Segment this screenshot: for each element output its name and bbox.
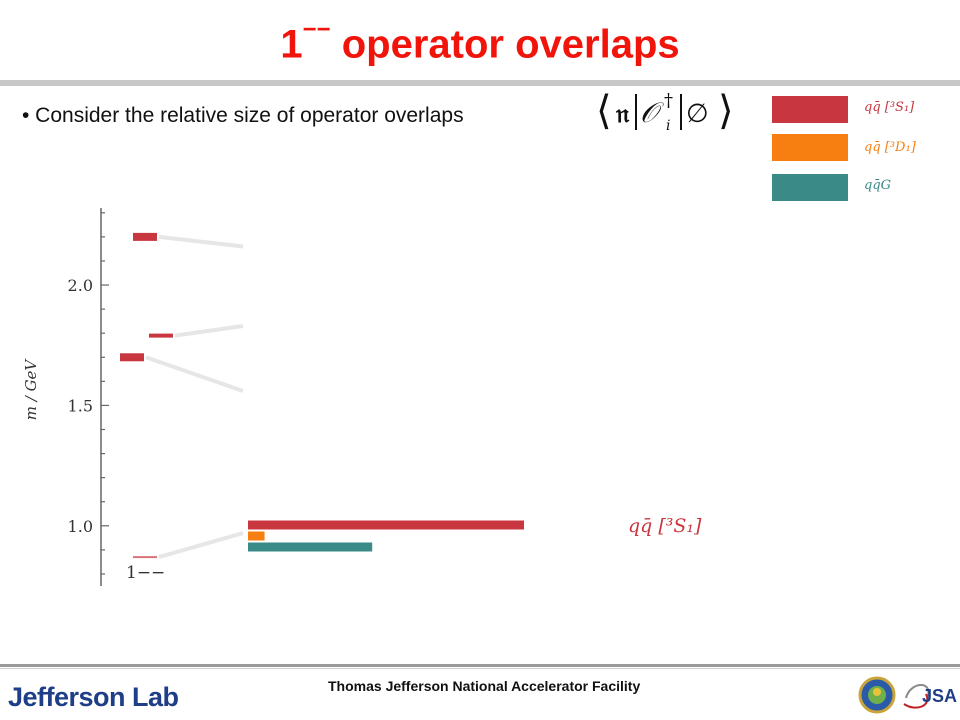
jefferson-lab-logo: Jefferson Lab — [8, 682, 179, 712]
title-divider — [0, 80, 960, 86]
energy-level — [120, 353, 144, 362]
legend-label-3D1: qq̄ [³D₁] — [864, 140, 916, 155]
svg-text:𝔫: 𝔫 — [615, 99, 630, 129]
overlap-bar — [248, 542, 373, 552]
level-connector — [158, 531, 244, 560]
energy-level — [133, 556, 157, 559]
legend-swatch-3D1 — [772, 134, 848, 161]
spectrum-chart: 1.0 1.5 2.0 m / GeV 1−− qq̄ [³S₁] — [22, 208, 702, 586]
svg-text:JSA: JSA — [922, 686, 957, 706]
overlap-bar — [248, 531, 265, 541]
y-axis-label: m / GeV — [22, 358, 40, 421]
jsa-logo-icon: JSA — [903, 684, 957, 709]
title-rest: operator overlaps — [330, 22, 680, 67]
overlap-bar — [248, 520, 524, 530]
slide-title: 1−− operator overlaps — [0, 16, 960, 67]
level-connector — [145, 355, 244, 393]
footer-divider-thin — [0, 668, 960, 669]
y-tick-label: 2.0 — [68, 276, 93, 295]
svg-text:†: † — [664, 90, 673, 111]
y-tick-label: 1.0 — [68, 517, 93, 536]
level-connector — [174, 323, 244, 338]
y-tick-label: 1.5 — [68, 396, 93, 415]
svg-text:𝒪: 𝒪 — [640, 96, 664, 129]
legend-label-3S1: qq̄ [³S₁] — [864, 100, 915, 115]
x-axis-label: 1−− — [126, 563, 165, 583]
braket-formula: ⟨ 𝔫 𝒪 † i ∅ ⟩ — [596, 88, 734, 134]
energy-level — [149, 333, 173, 338]
svg-text:i: i — [666, 118, 670, 134]
footer-divider — [0, 664, 960, 667]
doe-seal-icon — [858, 676, 896, 714]
svg-text:⟨: ⟨ — [596, 88, 612, 134]
svg-text:∅: ∅ — [686, 99, 709, 129]
legend-label-qqG: qq̄G — [864, 178, 892, 193]
level-connector — [158, 234, 244, 249]
energy-level — [133, 232, 157, 241]
facility-name: Thomas Jefferson National Accelerator Fa… — [328, 678, 641, 694]
svg-text:⟩: ⟩ — [718, 88, 734, 134]
histogram-label: qq̄ [³S₁] — [628, 515, 702, 537]
title-main: 1 — [280, 22, 303, 67]
title-superscript: −− — [302, 16, 331, 43]
legend-swatch-qqG — [772, 174, 848, 201]
bullet-text: • Consider the relative size of operator… — [22, 104, 464, 127]
legend-swatch-3S1 — [772, 96, 848, 123]
